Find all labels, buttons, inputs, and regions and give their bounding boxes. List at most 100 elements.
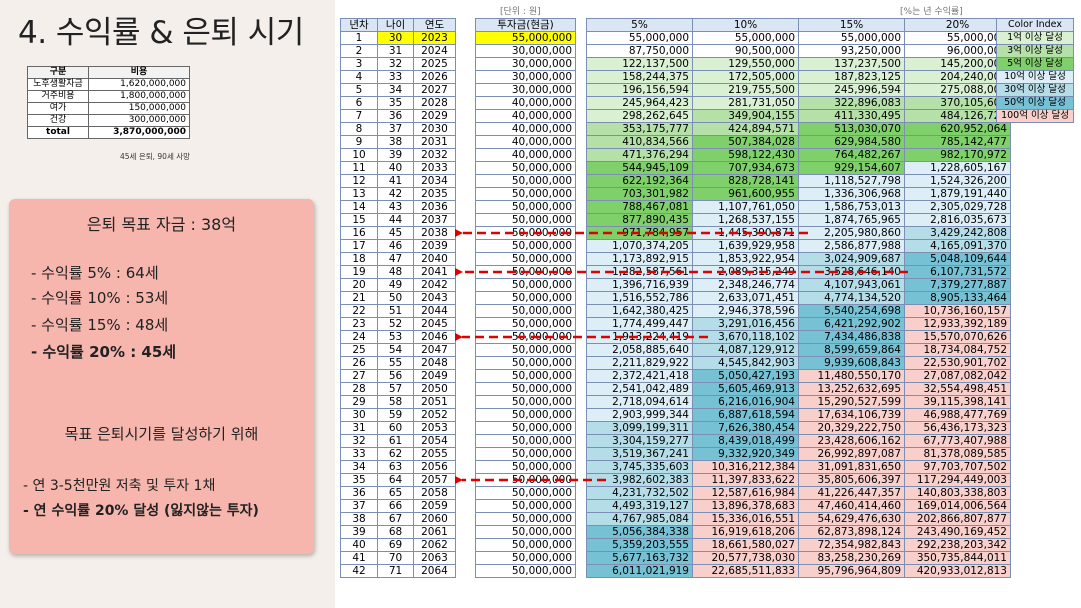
table-row: 33 62 2055 (340, 447, 456, 461)
cost-row-value: 1,800,000,000 (88, 90, 190, 103)
cell-investment: 50,000,000 (475, 551, 576, 565)
legend-item: 50억 이상 달성 (996, 96, 1074, 110)
table-row: 1,282,587,561 2,089,315,249 3,528,646,140 6… (586, 265, 1011, 279)
cell-rate-15: 4,774,134,520 (798, 291, 905, 305)
table-row: 471,376,294 598,122,430 764,482,267 982,170… (586, 148, 1011, 162)
cost-row: 거주비용 1,800,000,000 (27, 90, 190, 103)
table-row: 42 71 2064 (340, 564, 456, 578)
cell-rate-10: 9,332,920,349 (692, 447, 799, 461)
cell-rate-10: 598,122,430 (692, 148, 799, 162)
cell-rate-20: 1,228,605,167 (904, 161, 1011, 175)
cell-year-index: 2 (340, 44, 378, 58)
cell-rate-5: 5,056,384,338 (586, 525, 693, 539)
goal-heading: 은퇴 목표 자금 : 38억 (86, 215, 237, 234)
table-row: 6,011,021,919 22,685,511,833 95,796,964,80… (586, 564, 1011, 578)
table-row: 12 41 2034 (340, 174, 456, 188)
cell-age: 53 (377, 330, 414, 344)
cell-year-index: 34 (340, 460, 378, 474)
cell-rate-10: 2,946,378,596 (692, 304, 799, 318)
cell-age: 67 (377, 512, 414, 526)
cell-year: 2045 (413, 317, 456, 331)
cell-year: 2061 (413, 525, 456, 539)
cell-rate-5: 3,519,367,241 (586, 447, 693, 461)
cell-year: 2052 (413, 408, 456, 422)
cell-rate-15: 47,460,414,460 (798, 499, 905, 513)
cell-rate-15: 764,482,267 (798, 148, 905, 162)
cell-age: 51 (377, 304, 414, 318)
cell-year: 2024 (413, 44, 456, 58)
table-row: 50,000,000 (475, 564, 576, 578)
cell-age: 70 (377, 551, 414, 565)
cost-table-header: 구분 비용 (27, 66, 190, 79)
cell-year: 2047 (413, 343, 456, 357)
cell-year-index: 6 (340, 96, 378, 110)
cell-rate-10: 8,439,018,499 (692, 434, 799, 448)
table-row: 41 70 2063 (340, 551, 456, 565)
table-row: 50,000,000 (475, 200, 576, 214)
cell-age: 52 (377, 317, 414, 331)
table-row: 50,000,000 (475, 252, 576, 266)
cell-age: 41 (377, 174, 414, 188)
cell-age: 62 (377, 447, 414, 461)
table-row: 50,000,000 (475, 213, 576, 227)
table-row: 1,070,374,205 1,639,929,958 2,586,877,988 4… (586, 239, 1011, 253)
cell-investment: 50,000,000 (475, 161, 576, 175)
header-rate-5: 5% (586, 18, 693, 32)
table-row: 13 42 2035 (340, 187, 456, 201)
cell-investment: 50,000,000 (475, 499, 576, 513)
cell-year-index: 10 (340, 148, 378, 162)
cell-rate-5: 245,964,423 (586, 96, 693, 110)
cell-age: 46 (377, 239, 414, 253)
cell-year-index: 40 (340, 538, 378, 552)
cell-rate-10: 6,216,016,904 (692, 395, 799, 409)
table-row: 50,000,000 (475, 174, 576, 188)
table-row: 50,000,000 (475, 330, 576, 344)
table-row: 30,000,000 (475, 83, 576, 97)
cell-investment: 50,000,000 (475, 200, 576, 214)
cell-investment: 40,000,000 (475, 109, 576, 123)
cell-investment: 50,000,000 (475, 265, 576, 279)
cell-rate-20: 140,803,338,803 (904, 486, 1011, 500)
cell-year-index: 29 (340, 395, 378, 409)
cost-row-label: 거주비용 (27, 90, 89, 103)
cell-age: 35 (377, 96, 414, 110)
cost-header-amount: 비용 (88, 66, 190, 79)
cell-investment: 40,000,000 (475, 135, 576, 149)
cost-total-value: 3,870,000,000 (88, 126, 190, 139)
cell-rate-20: 39,115,398,141 (904, 395, 1011, 409)
cell-rate-15: 7,434,486,838 (798, 330, 905, 344)
table-row: 17 46 2039 (340, 239, 456, 253)
cell-rate-5: 55,000,000 (586, 31, 693, 45)
cell-rate-5: 1,913,224,419 (586, 330, 693, 344)
cell-investment: 50,000,000 (475, 356, 576, 370)
cell-year: 2035 (413, 187, 456, 201)
cell-rate-5: 3,304,159,277 (586, 434, 693, 448)
cell-investment: 50,000,000 (475, 369, 576, 383)
table-row: 410,834,566 507,384,028 629,984,580 785,142… (586, 135, 1011, 149)
cell-rate-20: 6,107,731,572 (904, 265, 1011, 279)
table-row: 50,000,000 (475, 278, 576, 292)
cell-rate-15: 8,599,659,864 (798, 343, 905, 357)
table-row: 4,231,732,502 12,587,616,984 41,226,447,35… (586, 486, 1011, 500)
cell-rate-20: 32,554,498,451 (904, 382, 1011, 396)
cell-age: 37 (377, 122, 414, 136)
cell-rate-20: 12,933,392,189 (904, 317, 1011, 331)
table-row: 22 51 2044 (340, 304, 456, 318)
cell-age: 64 (377, 473, 414, 487)
cell-rate-20: 8,905,133,464 (904, 291, 1011, 305)
cell-year: 2046 (413, 330, 456, 344)
cell-rate-5: 3,099,199,311 (586, 421, 693, 435)
cell-year: 2054 (413, 434, 456, 448)
cell-rate-15: 2,586,877,988 (798, 239, 905, 253)
cell-rate-5: 788,467,081 (586, 200, 693, 214)
cell-rate-15: 411,330,495 (798, 109, 905, 123)
cell-year-index: 13 (340, 187, 378, 201)
cell-investment: 50,000,000 (475, 408, 576, 422)
table-row: 31 60 2053 (340, 421, 456, 435)
cell-rate-15: 93,250,000 (798, 44, 905, 58)
table-row: 622,192,364 828,728,141 1,118,527,798 1,524… (586, 174, 1011, 188)
table-row: 50,000,000 (475, 434, 576, 448)
cell-investment: 50,000,000 (475, 330, 576, 344)
goal-action-highlight: - 연 수익률 20% 달성 (잃지않는 투자) (23, 503, 259, 519)
cell-age: 66 (377, 499, 414, 513)
